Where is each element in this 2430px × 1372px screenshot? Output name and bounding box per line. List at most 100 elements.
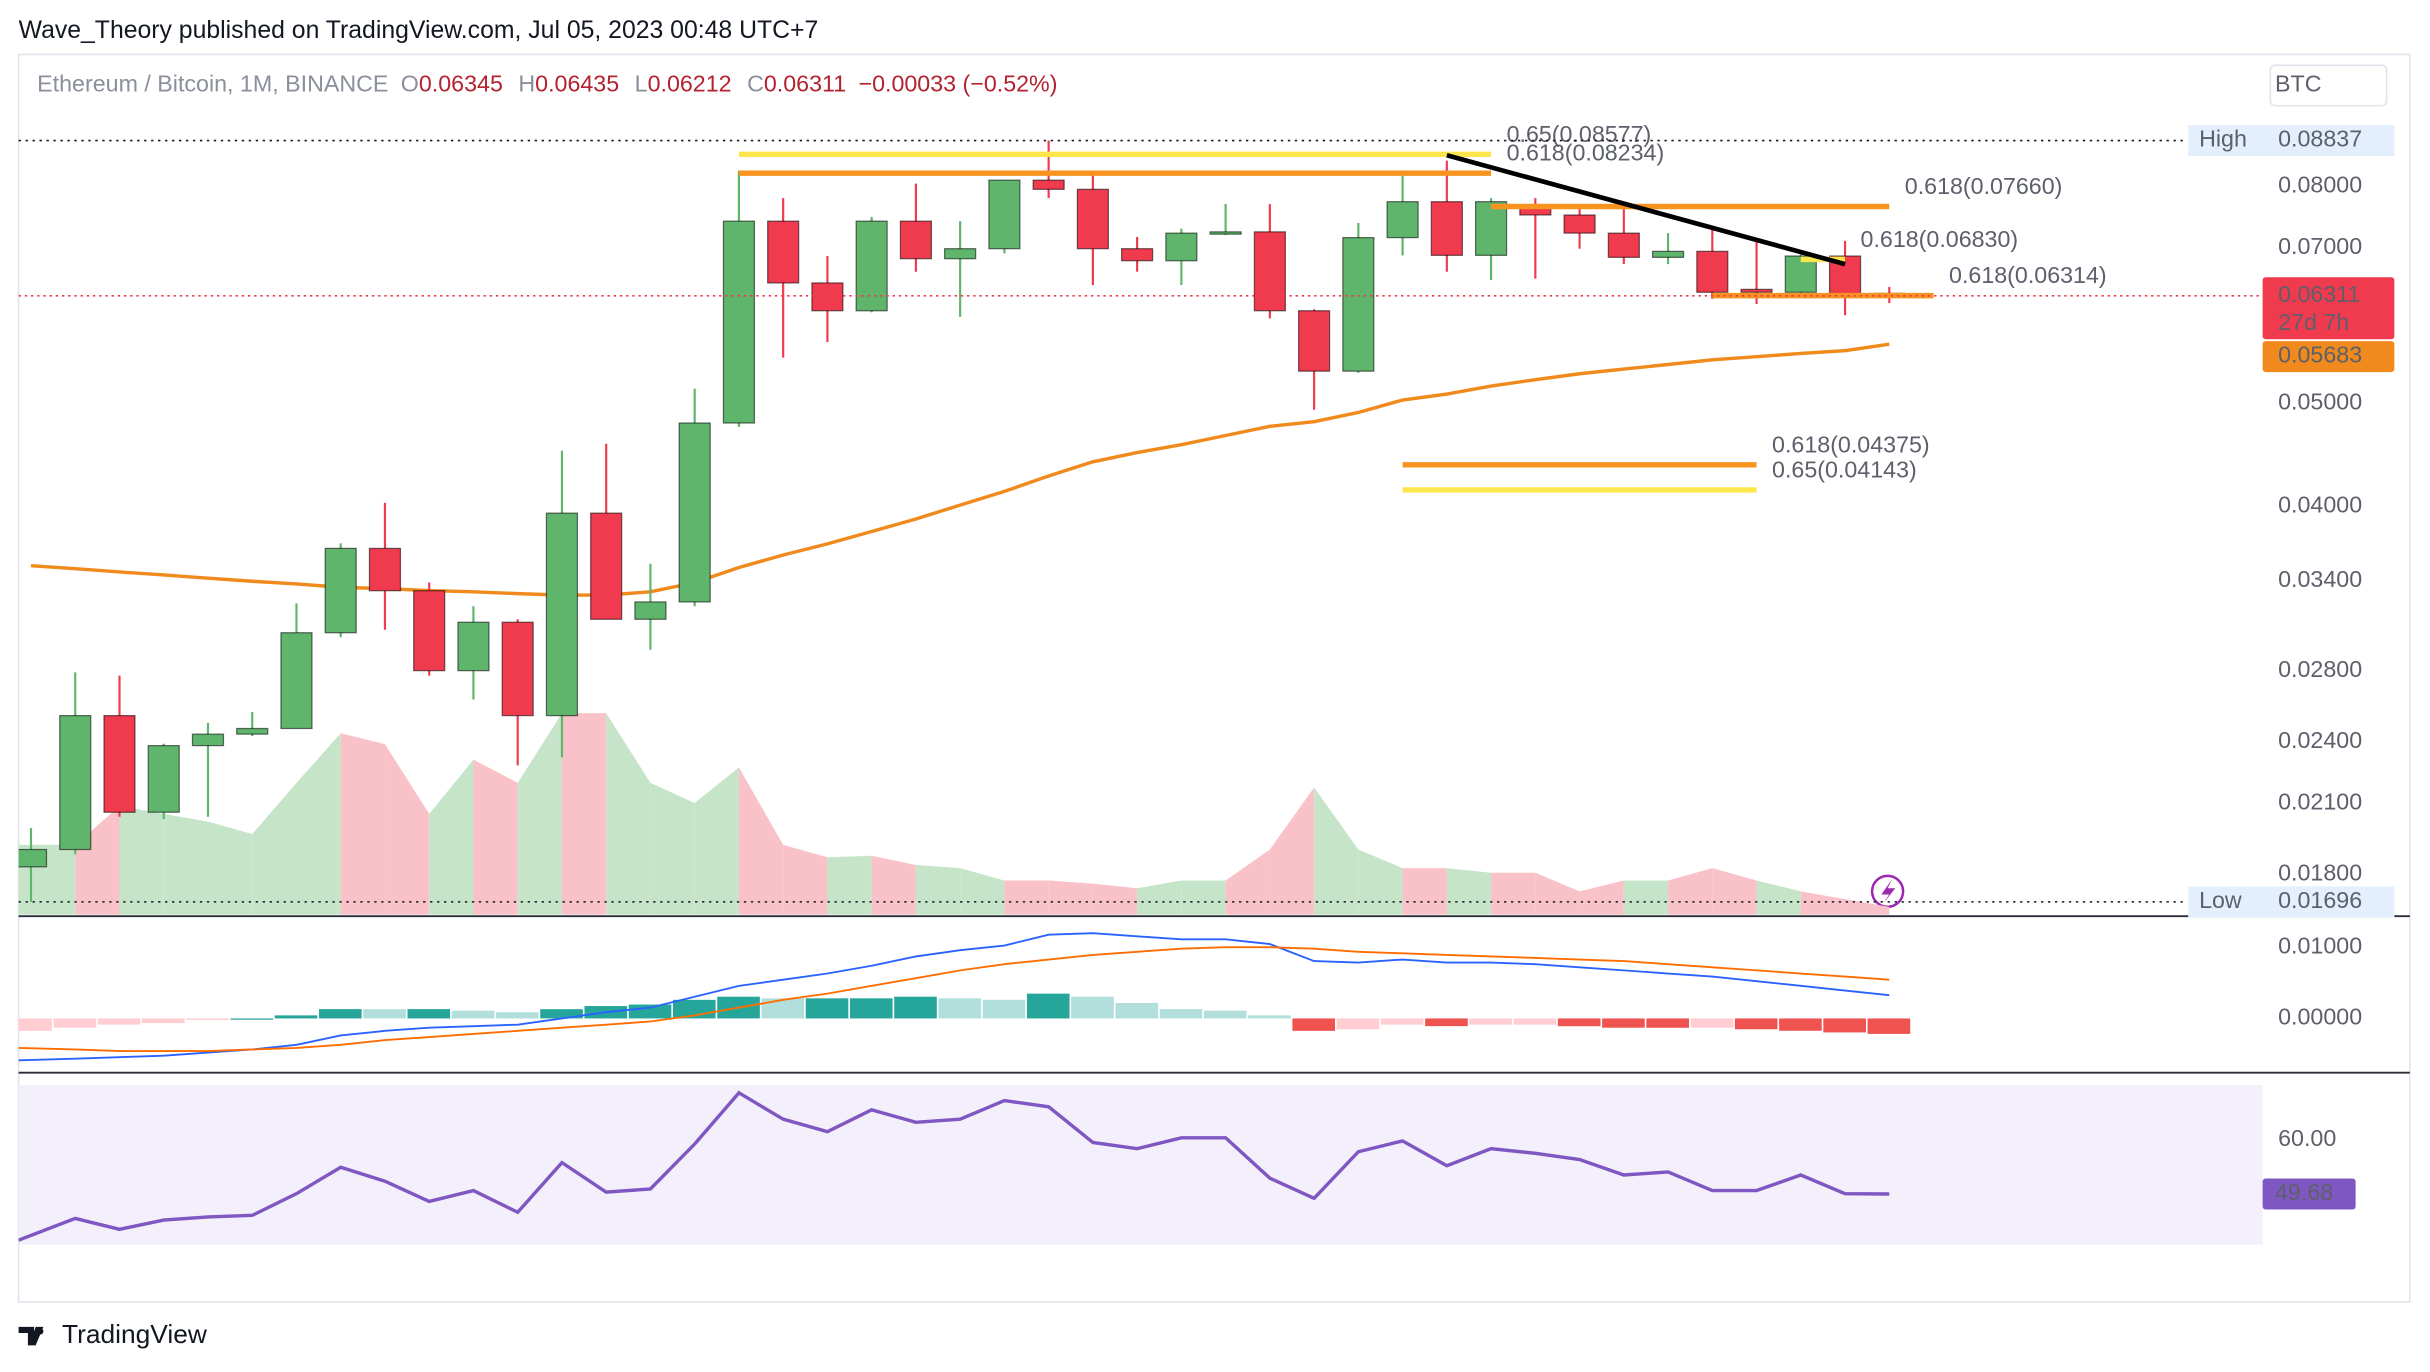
volume-area [561,713,607,915]
ma-value: 0.05683 [2278,342,2362,368]
ohlc-value: 0.06311 [764,71,846,97]
y-tick-label: 0.01800 [2278,860,2362,886]
candle-body [545,512,579,717]
volume-area [694,767,739,915]
ohlc-value: 0.06345 [419,71,503,97]
candle-body [324,547,357,634]
macd-histogram-bar [628,1004,672,1019]
volume-area [473,759,518,915]
y-tick-label: 0.07000 [2278,233,2362,259]
volume-area [1712,868,1757,915]
candle-body [634,601,667,620]
y-tick-label: 0.03400 [2278,566,2362,592]
volume-area [1623,880,1669,915]
volume-area [783,844,828,915]
fib-label: 0.618(0.07660) [1905,173,2063,199]
fib-label: 0.618(0.04375) [1772,431,1930,457]
candle-body [811,282,844,312]
macd-histogram-bar [1690,1018,1734,1028]
macd-histogram-bar [1380,1018,1424,1025]
volume-area [252,782,297,915]
fib-label: 0.65(0.08577) [1507,121,1652,147]
volume-area [1225,849,1270,915]
plot-area: 0.65(0.08577)0.618(0.08234) 0.618(0.07660… [18,121,2107,1242]
ohlc-value: 0.06212 [648,71,732,97]
macd-histogram-bar [142,1018,185,1024]
volume-area [1048,880,1093,915]
macd-histogram-bar [540,1009,583,1019]
macd-histogram-bar [1557,1018,1601,1027]
rsi-value: 49.68 [2275,1179,2333,1205]
candle-body [899,220,933,260]
last-price-value: 0.06311 [2278,281,2360,307]
volume-area [915,864,961,915]
volume-area [1181,880,1226,915]
macd-histogram-bar [1823,1018,1866,1033]
high-value: 0.08837 [2278,126,2362,152]
candle-body [1651,250,1685,258]
countdown: 27d 7h [2278,309,2349,335]
ohlc-label: O [401,71,419,97]
candle-body [147,745,180,813]
fib-label: 0.618(0.06830) [1861,226,2019,252]
candle-body [191,733,225,747]
macd-histogram-bar [1779,1018,1822,1031]
macd-line [18,932,1890,1062]
volume-area [1491,872,1536,915]
volume-area [429,759,474,915]
volume-area [738,767,784,915]
low-label: Low [2199,887,2242,913]
macd-histogram-bar [1469,1018,1513,1025]
y-tick-label: 0.08000 [2278,172,2362,198]
rsi-band [18,1085,2263,1245]
macd-histogram-bar [805,998,849,1019]
volume-area [960,868,1005,915]
candle-body [767,220,800,284]
rsi-badge [2262,1178,2356,1210]
macd-histogram-bar [97,1018,141,1025]
volume-area [1579,880,1624,915]
macd-histogram-bar [230,1018,274,1020]
fib-label: 0.618(0.08234) [1507,140,1665,166]
candle-body [368,547,402,592]
volume-area [296,733,341,915]
high-badge [2188,125,2395,157]
volume-area [340,733,385,915]
macd-histogram-bar [53,1018,97,1028]
macd-histogram-bar [18,1018,52,1031]
candle-body [280,632,313,730]
ma-badge [2262,341,2395,373]
macd-histogram-bar [186,1018,229,1020]
candle-body [59,714,92,851]
rsi-line [18,1090,1890,1242]
y-tick-label: 0.02100 [2278,788,2362,814]
volume-area [119,806,164,915]
ohlc-label: H [518,71,535,97]
candle-body [1386,201,1419,239]
volume-area [207,821,253,915]
macd-histogram-bar [1292,1018,1336,1031]
volume-area [1402,868,1447,915]
volume-area [650,782,695,915]
volume-area [1269,787,1315,915]
candle-body [1430,201,1463,256]
candle-body [1696,250,1729,293]
macd-histogram-bar [1248,1015,1291,1019]
macd-histogram-bar [407,1009,451,1019]
candle-body [1165,232,1198,262]
candle-body [1563,214,1596,234]
macd-histogram-bar [1115,1002,1159,1019]
brand-name: TradingView [62,1319,208,1349]
legend: Ethereum / Bitcoin, 1M, BINANCE O0.06345 H… [37,71,1057,97]
macd-histogram-bar [1513,1018,1557,1025]
currency-box [2269,64,2388,107]
macd-tick-label: 0.00000 [2278,1004,2362,1030]
symbol-name: Ethereum / Bitcoin, 1M, BINANCE [37,71,388,97]
volume-area [1004,880,1049,915]
y-tick-label: 0.02800 [2278,656,2362,682]
high-label: High [2199,126,2247,152]
volume-area [1314,787,1359,915]
candle-body [944,248,977,260]
currency-label: BTC [2275,71,2321,97]
candle-body [1740,288,1773,293]
